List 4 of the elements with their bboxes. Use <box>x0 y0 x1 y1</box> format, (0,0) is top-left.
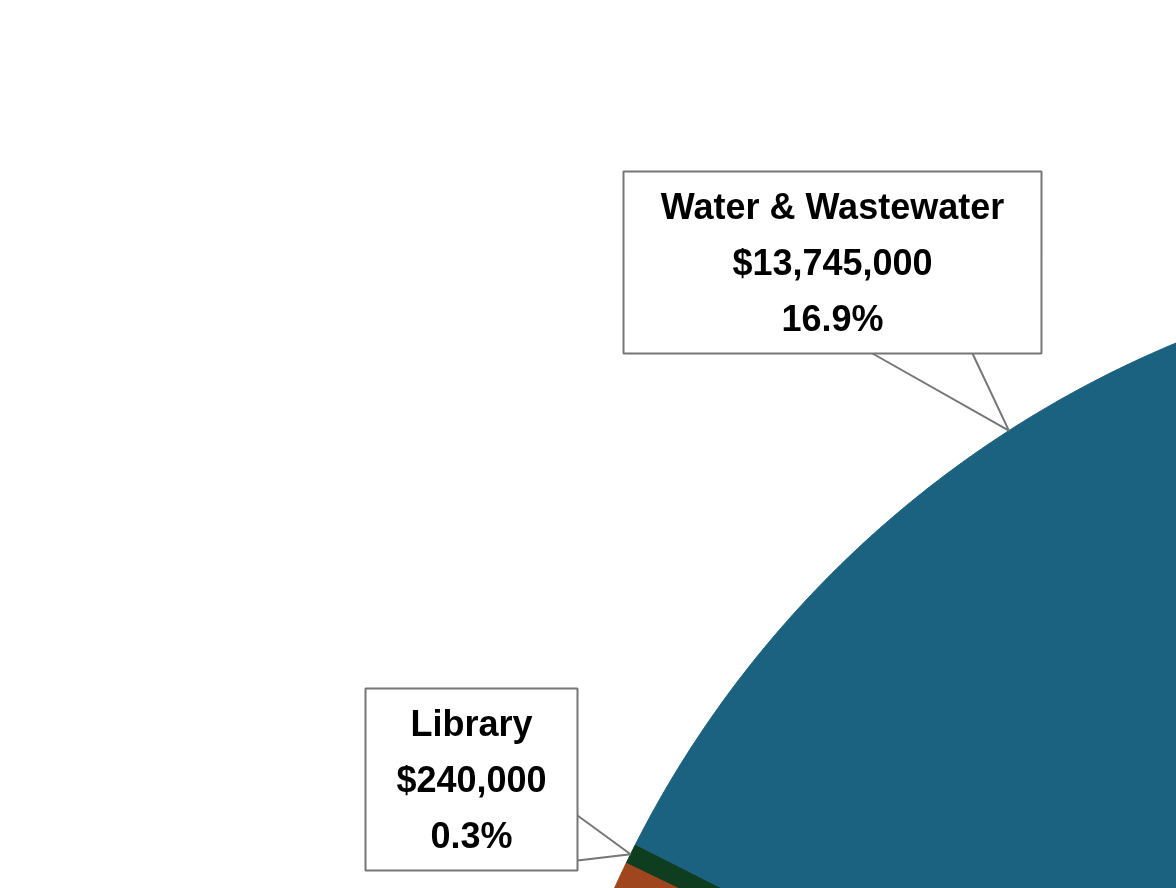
slice-label: Water & Wastewater <box>660 186 1005 227</box>
data-label: $13,745,000 16.9% <box>732 242 933 339</box>
data-label: $240,000 0.3% <box>396 759 547 856</box>
slice-label: Library <box>410 703 533 744</box>
